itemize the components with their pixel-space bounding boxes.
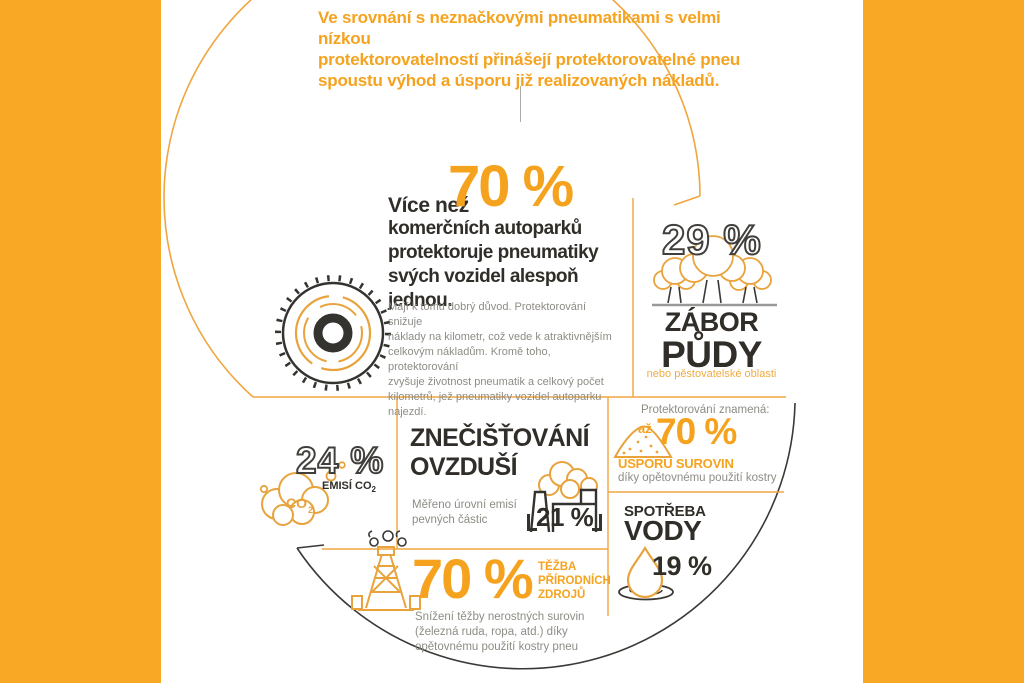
materials-label: ÚSPORU SUROVIN [618, 456, 734, 471]
land-percent: 29 % [661, 216, 762, 263]
right-orange-bar [863, 0, 1024, 683]
fleet-heading: komerčních autoparků protektoruje pneuma… [388, 218, 599, 311]
land-subtitle: nebo pěstovatelské oblasti [646, 368, 777, 380]
land-title-line1: ZÁBOR [664, 307, 759, 337]
emissions-label-sub: 2 [371, 485, 376, 495]
tire-icon [275, 275, 391, 391]
materials-note: díky opětovnému použití kostry [618, 472, 777, 484]
water-label-line2: VODY [624, 515, 702, 546]
emissions-percent: 24 % [295, 440, 385, 481]
land-title-line2: PŮDY [661, 334, 762, 375]
mining-percent: 70 % [412, 547, 534, 610]
left-orange-bar [0, 0, 161, 683]
trees-icon [652, 235, 777, 307]
fleet-body: Mají k tomu dobrý důvod. Protektorování … [388, 301, 612, 418]
mining-label: TĚŽBA PŘÍRODNÍCH ZDROJŮ [538, 561, 611, 601]
header-connector-line [520, 86, 521, 122]
factory-icon [529, 461, 598, 533]
header-text: Ve srovnání s neznačkovými pneumatikami … [318, 8, 741, 90]
material-pile-icon [613, 425, 673, 458]
water-label-line1: SPOTŘEBA [624, 503, 706, 520]
co2-cloud-icon: CO 2 [259, 461, 346, 526]
air-title: ZNEČIŠŤOVÁNÍ OVZDUŠÍ [410, 424, 590, 481]
co2-sub-text: 2 [308, 505, 313, 515]
fleet-prefix: Více než [388, 194, 469, 217]
materials-percent: 70 % [656, 411, 737, 452]
materials-up-to: až [638, 421, 652, 436]
oil-derrick-icon [351, 530, 421, 611]
emissions-label-text: EMISÍ CO [322, 480, 372, 492]
emissions-label: EMISÍ CO2 [322, 480, 376, 494]
mining-body: Snížení těžby nerostných surovin (železn… [415, 611, 585, 653]
air-percent: 21 % [526, 502, 603, 532]
fleet-percent: 70 % [448, 154, 574, 219]
air-note: Měřeno úrovní emisí pevných částic [412, 499, 517, 526]
co2-text: CO [286, 495, 307, 511]
water-drop-icon [618, 545, 674, 601]
water-percent: 19 % [652, 551, 712, 581]
materials-intro: Protektorování znamená: [641, 404, 770, 416]
circle-arrow-dark [296, 402, 796, 670]
circle-arrow-orange [163, 0, 701, 398]
section-dividers [253, 198, 786, 616]
